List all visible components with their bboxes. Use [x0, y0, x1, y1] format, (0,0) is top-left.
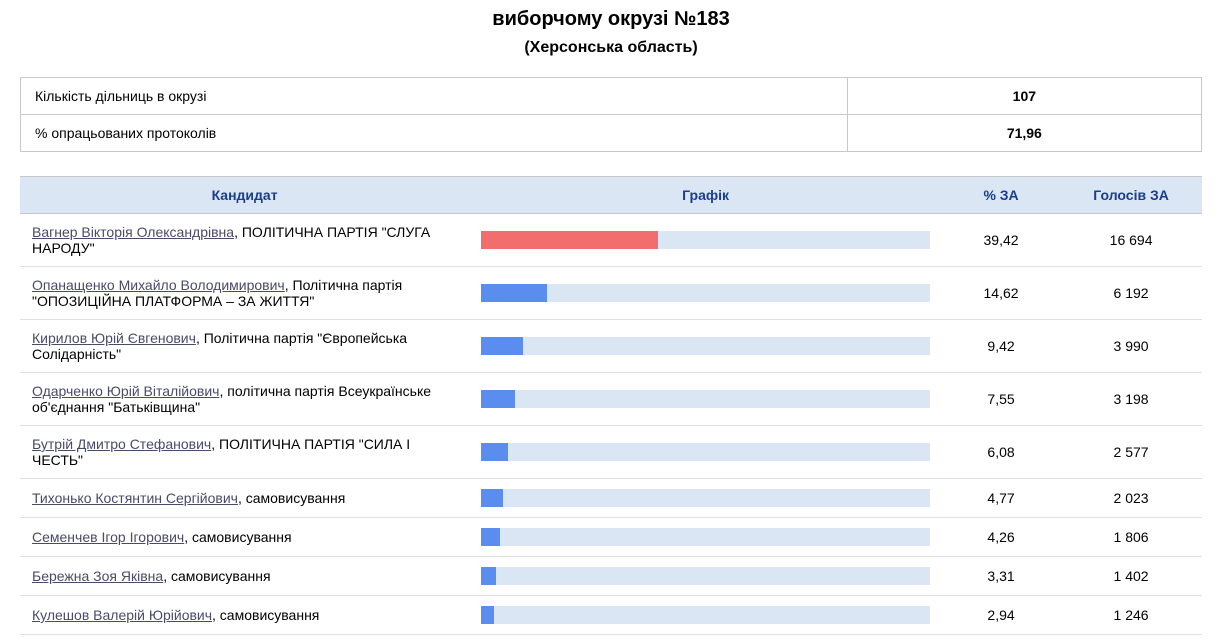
- summary-table: Кількість дільниць в окрузі107% опрацьов…: [20, 77, 1202, 152]
- bar-fill: [481, 606, 494, 624]
- percent-cell: 4,77: [942, 479, 1060, 518]
- candidate-link[interactable]: Бережна Зоя Яківна: [32, 568, 163, 584]
- table-row: Одарченко Юрій Віталійович, політична па…: [20, 373, 1202, 426]
- bar-track: [481, 443, 930, 461]
- table-row: Бережна Зоя Яківна, самовисування 3,311 4…: [20, 557, 1202, 596]
- candidate-party: , самовисування: [184, 529, 291, 545]
- candidate-cell: Бережна Зоя Яківна, самовисування: [20, 557, 469, 596]
- candidate-link[interactable]: Тихонько Костянтин Сергійович: [32, 490, 238, 506]
- bar-track: [481, 606, 930, 624]
- candidate-link[interactable]: Бутрій Дмитро Стефанович: [32, 436, 211, 452]
- percent-cell: 7,55: [942, 373, 1060, 426]
- chart-cell: [469, 557, 942, 596]
- chart-cell: [469, 426, 942, 479]
- candidate-link[interactable]: Семенчев Ігор Ігорович: [32, 529, 184, 545]
- bar-track: [481, 337, 930, 355]
- votes-cell: 2 577: [1060, 426, 1202, 479]
- table-row: Вагнер Вікторія Олександрівна, ПОЛІТИЧНА…: [20, 214, 1202, 267]
- votes-cell: 6 192: [1060, 267, 1202, 320]
- page-subtitle: (Херсонська область): [20, 39, 1202, 57]
- percent-cell: 2,94: [942, 596, 1060, 635]
- bar-track: [481, 231, 930, 249]
- candidate-cell: Одарченко Юрій Віталійович, політична па…: [20, 373, 469, 426]
- chart-cell: [469, 596, 942, 635]
- summary-row: % опрацьованих протоколів71,96: [21, 115, 1202, 152]
- col-candidate-header: Кандидат: [20, 177, 469, 214]
- bar-fill: [481, 567, 496, 585]
- candidate-cell: Бутрій Дмитро Стефанович, ПОЛІТИЧНА ПАРТ…: [20, 426, 469, 479]
- chart-cell: [469, 518, 942, 557]
- col-votes-header: Голосів ЗА: [1060, 177, 1202, 214]
- col-percent-header: % ЗА: [942, 177, 1060, 214]
- percent-cell: 39,42: [942, 214, 1060, 267]
- votes-cell: 2 023: [1060, 479, 1202, 518]
- table-row: Кирилов Юрій Євгенович, Політична партія…: [20, 320, 1202, 373]
- chart-cell: [469, 214, 942, 267]
- bar-fill: [481, 390, 515, 408]
- page-title: виборчому окрузі №183: [20, 8, 1202, 31]
- candidate-cell: Семенчев Ігор Ігорович, самовисування: [20, 518, 469, 557]
- percent-cell: 3,31: [942, 557, 1060, 596]
- votes-cell: 3 990: [1060, 320, 1202, 373]
- table-row: Семенчев Ігор Ігорович, самовисування 4,2…: [20, 518, 1202, 557]
- candidate-party: , самовисування: [163, 568, 270, 584]
- table-row: Тихонько Костянтин Сергійович, самовисув…: [20, 479, 1202, 518]
- candidate-link[interactable]: Кулешов Валерій Юрійович: [32, 607, 212, 623]
- candidate-cell: Кулешов Валерій Юрійович, самовисування: [20, 596, 469, 635]
- candidate-party: , самовисування: [212, 607, 319, 623]
- votes-cell: 16 694: [1060, 214, 1202, 267]
- bar-fill: [481, 337, 523, 355]
- candidate-link[interactable]: Одарченко Юрій Віталійович: [32, 383, 219, 399]
- chart-cell: [469, 267, 942, 320]
- summary-label: % опрацьованих протоколів: [21, 115, 848, 152]
- bar-track: [481, 284, 930, 302]
- candidate-link[interactable]: Кирилов Юрій Євгенович: [32, 330, 196, 346]
- candidate-cell: Кирилов Юрій Євгенович, Політична партія…: [20, 320, 469, 373]
- bar-fill: [481, 443, 508, 461]
- summary-label: Кількість дільниць в окрузі: [21, 78, 848, 115]
- votes-cell: 1 402: [1060, 557, 1202, 596]
- bar-track: [481, 390, 930, 408]
- percent-cell: 14,62: [942, 267, 1060, 320]
- bar-fill: [481, 489, 502, 507]
- candidate-link[interactable]: Вагнер Вікторія Олександрівна: [32, 224, 234, 240]
- percent-cell: 9,42: [942, 320, 1060, 373]
- bar-fill: [481, 528, 500, 546]
- table-row: Кулешов Валерій Юрійович, самовисування 2…: [20, 596, 1202, 635]
- candidate-link[interactable]: Опанащенко Михайло Володимирович: [32, 277, 285, 293]
- summary-value: 71,96: [847, 115, 1201, 152]
- votes-cell: 1 806: [1060, 518, 1202, 557]
- candidate-cell: Опанащенко Михайло Володимирович, Політи…: [20, 267, 469, 320]
- candidate-cell: Тихонько Костянтин Сергійович, самовисув…: [20, 479, 469, 518]
- chart-cell: [469, 320, 942, 373]
- bar-fill: [481, 284, 547, 302]
- col-chart-header: Графік: [469, 177, 942, 214]
- summary-value: 107: [847, 78, 1201, 115]
- bar-track: [481, 489, 930, 507]
- bar-track: [481, 567, 930, 585]
- results-table: Кандидат Графік % ЗА Голосів ЗА Вагнер В…: [20, 176, 1202, 635]
- chart-cell: [469, 373, 942, 426]
- candidate-party: , самовисування: [238, 490, 345, 506]
- summary-row: Кількість дільниць в окрузі107: [21, 78, 1202, 115]
- percent-cell: 4,26: [942, 518, 1060, 557]
- bar-track: [481, 528, 930, 546]
- table-row: Бутрій Дмитро Стефанович, ПОЛІТИЧНА ПАРТ…: [20, 426, 1202, 479]
- bar-fill: [481, 231, 658, 249]
- table-row: Опанащенко Михайло Володимирович, Політи…: [20, 267, 1202, 320]
- chart-cell: [469, 479, 942, 518]
- candidate-cell: Вагнер Вікторія Олександрівна, ПОЛІТИЧНА…: [20, 214, 469, 267]
- votes-cell: 3 198: [1060, 373, 1202, 426]
- percent-cell: 6,08: [942, 426, 1060, 479]
- votes-cell: 1 246: [1060, 596, 1202, 635]
